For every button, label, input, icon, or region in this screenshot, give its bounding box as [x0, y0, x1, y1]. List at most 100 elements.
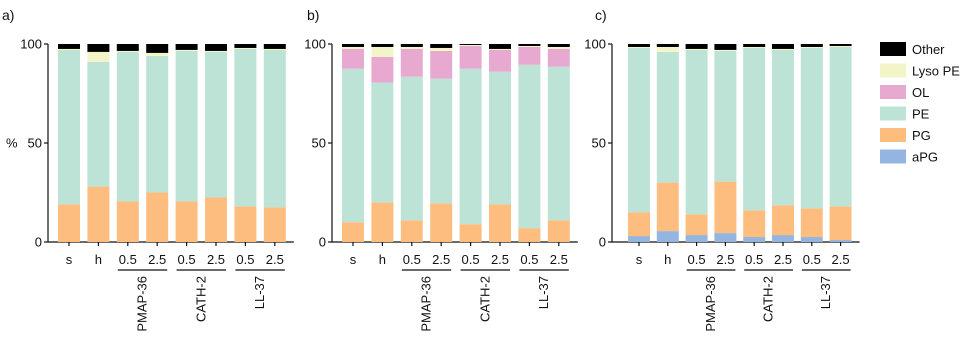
bar-segment-lyso-pe — [58, 48, 80, 50]
bar-segment-other — [58, 44, 80, 49]
bar-segment-pg — [685, 214, 708, 236]
bar-segment-lyso-pe — [743, 46, 766, 48]
legend-item: aPG — [880, 149, 938, 165]
legend-swatch — [880, 42, 906, 56]
y-tick-label: 0 — [35, 235, 42, 250]
legend-item: PG — [880, 128, 931, 143]
x-tick-label: 2.5 — [550, 252, 568, 267]
bar-segment-apg — [743, 237, 766, 242]
x-tick-label: 0.5 — [403, 252, 421, 267]
x-tick-label: 0.5 — [236, 252, 254, 267]
panel-label: c) — [595, 7, 607, 23]
bar-segment-pe — [685, 49, 708, 215]
legend-swatch — [880, 63, 906, 78]
bar-segment-pe — [772, 49, 794, 206]
bar-segment-lyso-pe — [656, 46, 679, 52]
bar-segment-pe — [371, 82, 394, 203]
bar-segment-pe — [714, 50, 737, 182]
bar-segment-apg — [829, 240, 852, 242]
bar-segment-lyso-pe — [430, 47, 453, 51]
group-label: PMAP-36 — [135, 276, 150, 332]
bar-segment-pe — [628, 47, 650, 213]
bar-segment-pe — [87, 61, 110, 187]
x-tick-label: 0.5 — [178, 252, 196, 267]
x-tick-label: 0.5 — [688, 252, 706, 267]
bar-segment-ol — [489, 49, 511, 72]
x-tick-label: 2.5 — [432, 252, 450, 267]
legend-item: OL — [880, 85, 929, 100]
y-tick-label: 100 — [584, 37, 606, 52]
bar-segment-lyso-pe — [714, 49, 737, 51]
bar-segment-lyso-pe — [628, 46, 650, 48]
bar-segment-lyso-pe — [146, 52, 169, 56]
bar-segment-other — [685, 44, 708, 49]
bar-segment-apg — [714, 233, 737, 242]
x-tick-label: 0.5 — [745, 252, 763, 267]
bar-segment-pe — [205, 51, 227, 198]
legend-label: aPG — [912, 150, 938, 165]
bar-segment-pg — [772, 205, 794, 236]
bar-segment-pg — [58, 204, 80, 242]
bar-segment-other — [116, 44, 139, 51]
legend-label: PE — [912, 107, 930, 122]
bar-segment-pe — [459, 68, 482, 225]
panel-1: a) 0 50 100% s h 0.5 2.5 0.5 2.5 0.5 2.5 PMAP-36 CATH… — [2, 7, 294, 332]
legend-item: PE — [880, 106, 930, 122]
bar-segment-pg — [628, 212, 650, 237]
group-label: LL-37 — [818, 276, 833, 309]
bar-segment-apg — [656, 231, 679, 242]
bar-segment-pe — [175, 50, 198, 202]
bar-segment-lyso-pe — [234, 47, 257, 49]
bar-segment-pg — [205, 197, 227, 242]
y-tick-label: 100 — [20, 37, 42, 52]
legend-item: Lyso PE — [880, 63, 960, 79]
bar-segment-other — [400, 44, 423, 47]
y-tick-label: 50 — [592, 136, 606, 151]
legend-swatch — [880, 128, 906, 142]
x-tick-label: 0.5 — [119, 252, 137, 267]
y-tick-label: 0 — [319, 235, 326, 250]
bar-segment-lyso-pe — [459, 44, 482, 46]
bar-segment-apg — [628, 236, 650, 242]
x-tick-label: 2.5 — [207, 252, 225, 267]
legend: Other Lyso PE OL PE PG aPG — [880, 42, 960, 165]
y-tick-label: 100 — [304, 37, 326, 52]
bar-segment-other — [772, 44, 794, 49]
bar-segment-pe — [430, 78, 453, 204]
bar-segment-other — [800, 44, 823, 47]
bar-segment-pe — [743, 47, 766, 211]
bar-segment-apg — [772, 235, 794, 242]
legend-label: OL — [912, 85, 929, 100]
bar-segment-lyso-pe — [489, 48, 511, 50]
bar-segment-ol — [518, 46, 541, 65]
bar-segment-pg — [714, 181, 737, 234]
bar-segment-other — [342, 44, 364, 47]
bar-segment-ol — [430, 50, 453, 79]
y-axis-label: % — [6, 136, 18, 151]
x-tick-label: 0.5 — [520, 252, 538, 267]
bar-segment-other — [829, 44, 852, 46]
legend-item: Other — [880, 42, 945, 57]
bar-segment-pg — [400, 220, 423, 242]
bar-segment-pg — [459, 224, 482, 242]
group-label: LL-37 — [252, 276, 267, 309]
bar-segment-other — [234, 44, 257, 48]
bar-segment-lyso-pe — [342, 46, 364, 49]
bar-segment-other — [743, 44, 766, 47]
bar-segment-pe — [116, 51, 139, 202]
bar-segment-pg — [829, 206, 852, 241]
group-label: CATH-2 — [193, 276, 208, 322]
bar-segment-other — [628, 44, 650, 47]
x-tick-label: s — [636, 252, 643, 267]
bar-segment-pe — [58, 49, 80, 205]
bar-segment-lyso-pe — [205, 50, 227, 52]
legend-swatch — [880, 106, 906, 121]
bar-segment-other — [459, 44, 482, 45]
bar-segment-pg — [146, 192, 169, 242]
x-tick-label: 2.5 — [716, 252, 734, 267]
bar-segment-lyso-pe — [175, 49, 198, 51]
bar-segment-pg — [430, 203, 453, 242]
bar-segment-pe — [263, 49, 286, 208]
